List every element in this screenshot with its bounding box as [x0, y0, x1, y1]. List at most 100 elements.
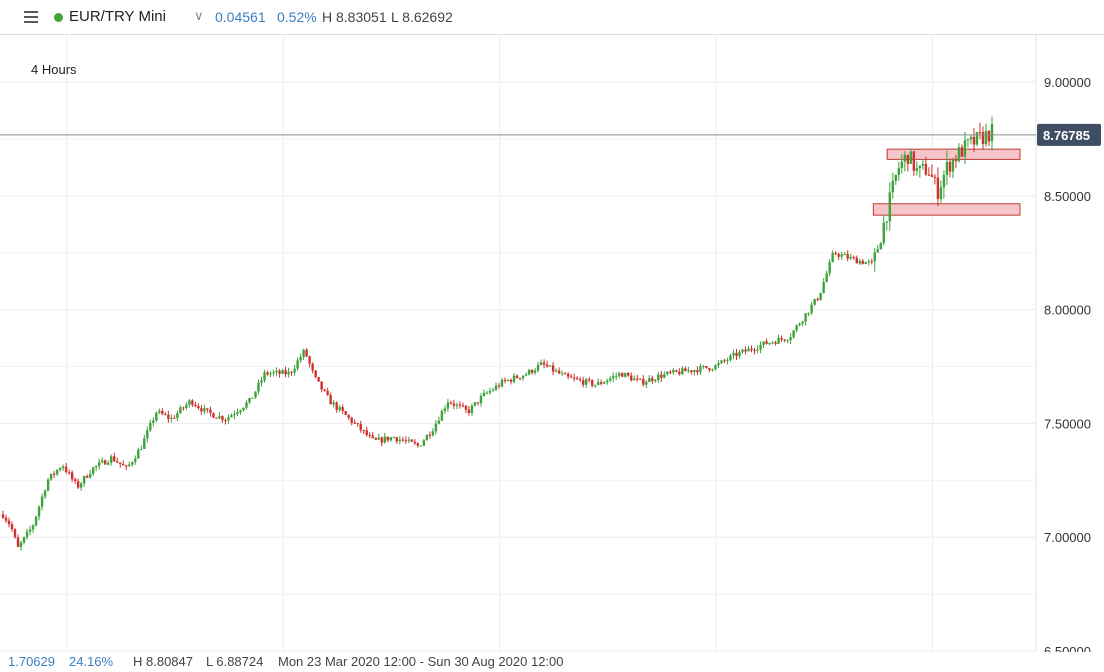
candle-body	[422, 440, 426, 446]
candle-body	[903, 155, 907, 162]
candle-body	[97, 462, 101, 466]
candle-body	[738, 351, 741, 357]
candle-body	[657, 374, 660, 381]
candle-body	[173, 417, 176, 419]
candle-body	[792, 330, 795, 338]
candle-body	[131, 462, 134, 465]
candle-body	[287, 371, 290, 375]
candle-body	[786, 340, 789, 342]
candle-body	[158, 410, 161, 413]
hamburger-menu-icon[interactable]	[24, 11, 38, 23]
candle-body	[810, 304, 813, 313]
candle-body	[67, 471, 71, 473]
instrument-title[interactable]: EUR/TRY Mini	[69, 8, 166, 25]
candle-body	[326, 390, 329, 396]
candle-body	[19, 542, 23, 547]
timeframe-label[interactable]: 4 Hours	[31, 62, 77, 77]
candle-body	[906, 155, 910, 164]
candle-body	[410, 439, 414, 442]
candle-body	[723, 360, 726, 362]
candle-body	[897, 167, 901, 176]
candle-body	[696, 370, 699, 373]
candle-body	[624, 372, 627, 377]
candle-body	[669, 371, 672, 373]
candle-body	[867, 261, 870, 263]
candle-body	[284, 370, 287, 375]
candle-body	[176, 413, 179, 418]
candle-body	[374, 437, 377, 440]
price-chart[interactable]: 8.76785 9.00000 8.50000 8.00000 7.50000 7.00…	[0, 0, 1104, 652]
candle-body	[272, 372, 275, 374]
footer-low: L 6.88724	[206, 654, 264, 669]
candle-body	[317, 377, 320, 382]
candle-body	[603, 382, 606, 384]
candle-body	[443, 408, 447, 412]
candle-body	[705, 366, 708, 369]
candle-body	[338, 407, 341, 410]
candle-body	[548, 365, 552, 367]
candle-body	[843, 254, 846, 256]
candle-body	[846, 254, 849, 259]
candle-body	[398, 439, 402, 442]
candle-body	[969, 136, 973, 140]
candle-body	[963, 140, 967, 157]
candle-body	[518, 378, 522, 380]
candle-body	[371, 435, 374, 438]
current-price-line: 8.76785	[0, 123, 1101, 146]
candle-body	[76, 481, 80, 488]
candle-body	[359, 424, 362, 431]
candle-body	[708, 368, 711, 371]
candle-body	[741, 349, 744, 352]
candle-body	[290, 371, 293, 373]
candle-body	[143, 438, 146, 449]
candle-body	[539, 362, 543, 365]
candle-body	[909, 151, 913, 164]
candle-body	[416, 443, 420, 446]
candle-body	[101, 460, 104, 463]
candle-body	[777, 337, 780, 344]
header-high: H 8.83051	[322, 9, 387, 25]
candle-body	[257, 382, 260, 392]
candle-body	[855, 257, 858, 264]
candle-body	[702, 366, 705, 368]
candle-body	[356, 423, 359, 425]
candle-body	[320, 381, 323, 390]
candle-body	[618, 373, 621, 376]
candle-body	[128, 464, 131, 467]
y-tick-label: 8.00000	[1044, 303, 1091, 318]
candle-body	[876, 249, 879, 253]
candle-body	[200, 408, 203, 412]
candle-body	[609, 378, 612, 381]
candle-body	[660, 374, 663, 378]
candle-body	[185, 404, 188, 408]
candle-body	[858, 260, 861, 264]
candle-body	[70, 472, 74, 480]
candle-body	[972, 136, 976, 145]
candle-body	[188, 400, 191, 405]
candle-body	[449, 402, 453, 404]
candle-body	[590, 380, 594, 386]
footer-date-range: Mon 23 Mar 2020 12:00 - Sun 30 Aug 2020 …	[278, 654, 564, 669]
candle-body	[554, 370, 558, 372]
candle-body	[768, 342, 771, 345]
header-change-pct: 0.52%	[277, 9, 317, 25]
candle-body	[753, 350, 756, 352]
candle-body	[125, 465, 128, 467]
candle-body	[28, 529, 32, 532]
candle-body	[119, 462, 122, 465]
chevron-down-icon[interactable]: ∨	[194, 8, 204, 23]
candle-body	[275, 370, 278, 373]
candle-body	[164, 413, 167, 415]
candle-body	[428, 434, 432, 436]
candle-body	[804, 313, 807, 322]
candle-body	[221, 416, 224, 421]
candle-body	[684, 368, 687, 372]
candle-body	[822, 282, 825, 293]
candle-body	[840, 254, 843, 257]
candle-body	[900, 161, 904, 168]
candle-body	[386, 436, 389, 441]
candle-body	[894, 175, 898, 181]
candle-body	[263, 372, 266, 381]
candle-body	[224, 420, 227, 422]
candle-body	[915, 168, 919, 171]
